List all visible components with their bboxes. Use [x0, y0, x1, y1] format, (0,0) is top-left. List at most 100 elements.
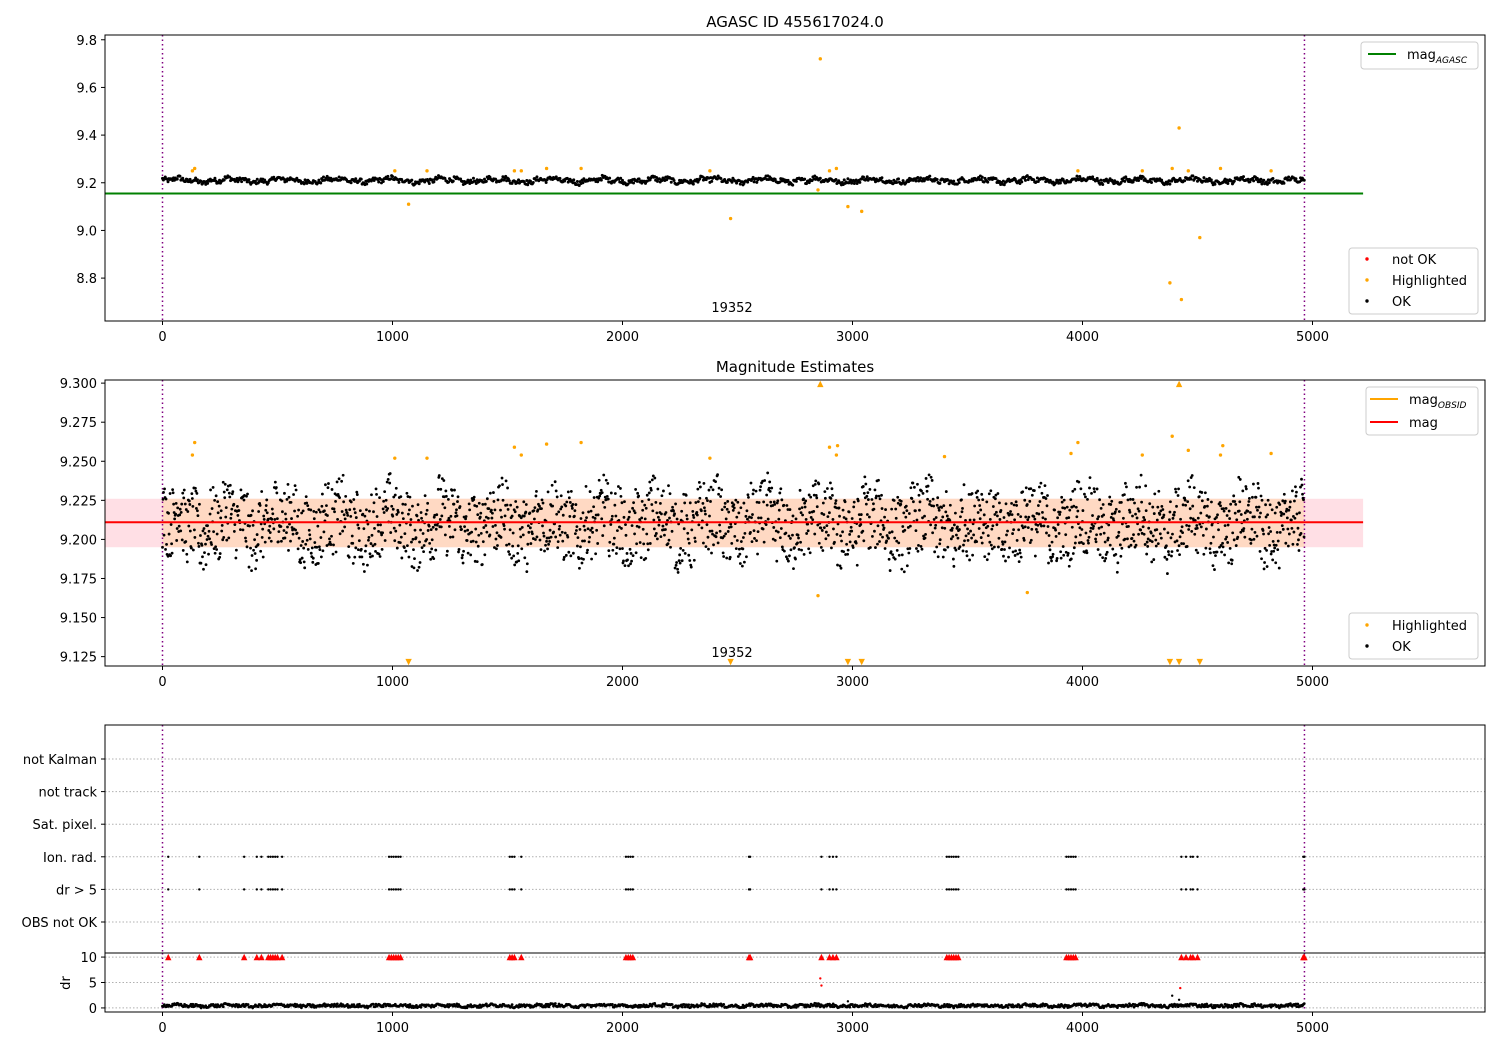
estimates-ok-point — [1182, 542, 1186, 546]
estimates-ok-point — [449, 535, 452, 539]
estimates-ok-point — [520, 525, 524, 529]
estimates-ok-point — [913, 485, 916, 489]
estimates-ok-point — [1148, 502, 1152, 506]
estimates-ok-point — [477, 533, 481, 537]
estimates-ok-point — [1227, 561, 1231, 565]
estimates-ok-point — [352, 507, 356, 511]
estimates-ok-point — [309, 508, 313, 512]
estimates-ok-point — [650, 478, 654, 482]
estimates-ok-point — [888, 531, 892, 535]
estimates-ok-point — [196, 509, 199, 513]
estimates-ok-point — [1176, 494, 1180, 497]
estimates-ok-point — [925, 489, 929, 493]
agasc-highlighted-point — [425, 169, 429, 173]
estimates-ok-point — [832, 527, 835, 531]
estimates-ok-point — [452, 502, 456, 506]
estimates-ok-point — [441, 502, 445, 506]
estimates-ok-point — [1228, 546, 1232, 550]
estimates-ok-point — [582, 557, 585, 561]
agasc-ok-point — [846, 177, 850, 181]
agasc-ok-point — [786, 178, 790, 182]
estimates-ok-point — [743, 560, 746, 564]
estimates-ok-point — [1060, 500, 1064, 504]
estimates-ok-point — [738, 552, 742, 556]
estimates-ok-point — [297, 536, 301, 540]
agasc-ok-point — [1213, 182, 1217, 186]
estimates-ok-point — [1232, 494, 1236, 498]
estimates-ok-point — [252, 548, 255, 552]
estimates-ok-point — [1015, 504, 1019, 507]
estimates-ok-point — [996, 492, 1000, 495]
estimates-ok-point — [1160, 504, 1164, 508]
estimates-legend-obsid-text: mag — [1409, 393, 1438, 408]
agasc-ok-point — [184, 180, 187, 184]
estimates-ok-point — [962, 483, 966, 487]
estimates-ok-point — [811, 484, 815, 488]
estimates-ok-point — [285, 531, 288, 534]
estimates-ok-point — [491, 511, 494, 515]
dr-ok-point — [310, 1005, 313, 1009]
estimates-ok-point — [520, 547, 524, 551]
estimates-ok-point — [979, 508, 983, 512]
estimates-ok-point — [548, 528, 552, 532]
estimates-ok-point — [1234, 503, 1238, 506]
estimates-ok-point — [944, 490, 948, 493]
agasc-ok-point — [1023, 178, 1027, 182]
estimates-ok-point — [1209, 551, 1212, 555]
estimates-ok-point — [829, 481, 832, 485]
estimates-ok-point — [733, 535, 737, 538]
estimates-ok-point — [838, 514, 841, 518]
flag-point — [831, 888, 835, 891]
estimates-ok-point — [907, 551, 911, 555]
flag-point — [1303, 888, 1306, 891]
estimates-ok-point — [1053, 508, 1056, 512]
estimates-ok-point — [380, 547, 384, 551]
estimates-ok-point — [162, 491, 165, 494]
estimates-ok-point — [1181, 531, 1184, 535]
estimates-ok-point — [1019, 515, 1023, 519]
estimates-ok-point — [715, 531, 718, 535]
estimates-ok-point — [1152, 512, 1156, 515]
estimates-ok-point — [732, 503, 736, 507]
estimates-ok-point — [435, 523, 439, 527]
estimates-ok-point — [619, 487, 622, 490]
estimates-ok-point — [899, 502, 903, 506]
estimates-ok-point — [270, 507, 274, 511]
flag-point — [624, 855, 628, 858]
estimates-ok-point — [1290, 526, 1294, 530]
estimates-ok-point — [892, 499, 896, 502]
estimates-ok-point — [840, 539, 843, 543]
flag-point — [1184, 888, 1188, 891]
agasc-ok-point — [1196, 179, 1199, 183]
estimates-ok-point — [1170, 550, 1174, 554]
estimates-ok-point — [1293, 499, 1296, 503]
estimates-ok-point — [1046, 525, 1050, 528]
flag-point — [267, 855, 270, 858]
estimates-ok-point — [540, 498, 544, 502]
estimates-ok-point — [902, 570, 906, 574]
estimates-ok-point — [276, 540, 280, 544]
estimates-ok-point — [388, 472, 392, 475]
estimates-ok-point — [206, 534, 210, 538]
estimates-ok-point — [301, 509, 305, 513]
estimates-ok-point — [501, 498, 505, 502]
estimates-ok-point — [1233, 511, 1237, 515]
agasc-highlighted-point — [1168, 281, 1172, 285]
estimates-ok-point — [845, 542, 849, 546]
estimates-ok-point — [996, 514, 999, 518]
estimates-ok-point — [739, 540, 743, 543]
estimates-ok-point — [989, 489, 993, 493]
flag-point — [280, 855, 284, 858]
estimates-ok-point — [586, 548, 589, 552]
estimates-ok-point — [1227, 509, 1231, 513]
estimates-ok-point — [999, 508, 1003, 512]
flag-row-label: Sat. pixel. — [33, 818, 97, 833]
estimates-ok-point — [1156, 542, 1160, 546]
estimates-ok-point — [1288, 500, 1292, 504]
estimates-ok-point — [248, 524, 251, 528]
estimates-ok-point — [799, 540, 802, 544]
flag-point — [1189, 888, 1192, 891]
estimates-ok-point — [1238, 500, 1242, 504]
estimates-ok-point — [574, 503, 578, 506]
estimates-ok-point — [1245, 517, 1249, 521]
